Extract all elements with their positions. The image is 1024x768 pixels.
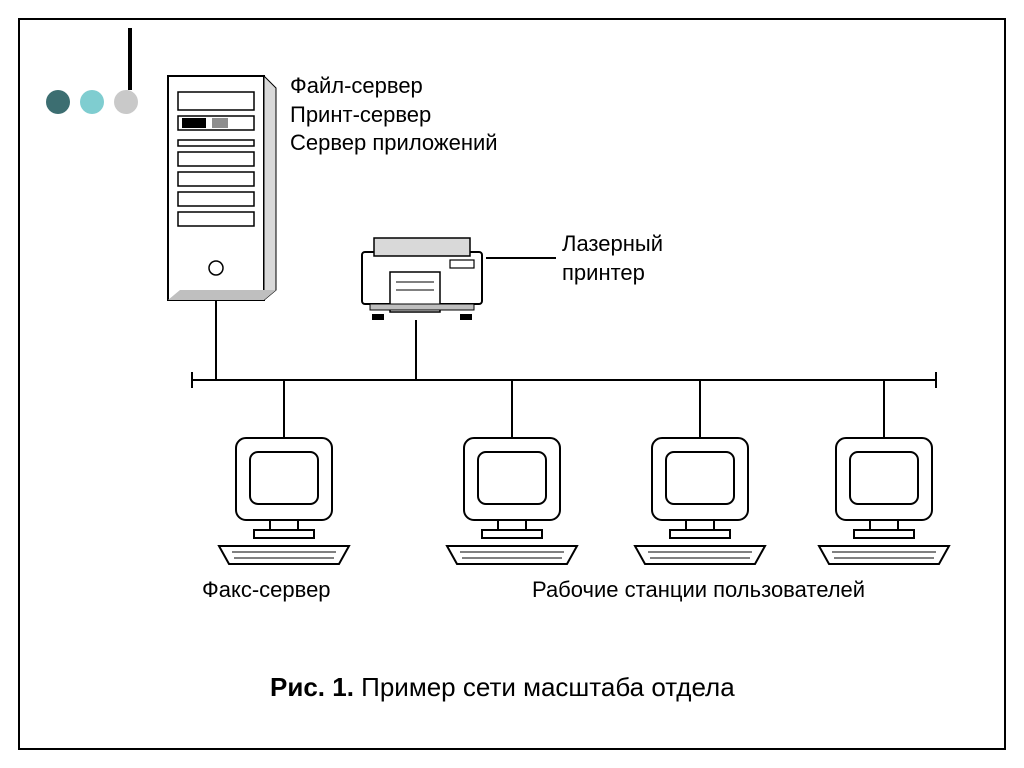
figure-caption: Рис. 1. Пример сети масштаба отдела bbox=[270, 672, 735, 703]
server-label: Файл-сервер Принт-сервер Сервер приложен… bbox=[290, 72, 498, 158]
server-label-line: Файл-сервер bbox=[290, 72, 498, 101]
diagram-stage: Файл-сервер Принт-сервер Сервер приложен… bbox=[0, 0, 1024, 768]
network-svg bbox=[0, 0, 1024, 768]
workstation-icon bbox=[219, 438, 949, 564]
printer-icon bbox=[362, 238, 482, 320]
printer-label: Лазерный принтер bbox=[562, 230, 663, 287]
server-label-line: Принт-сервер bbox=[290, 101, 498, 130]
server-label-line: Сервер приложений bbox=[290, 129, 498, 158]
printer-label-line: принтер bbox=[562, 259, 663, 288]
server-icon bbox=[168, 76, 276, 300]
workstations-label: Рабочие станции пользователей bbox=[532, 576, 865, 605]
figure-text: Пример сети масштаба отдела bbox=[361, 672, 735, 702]
printer-label-line: Лазерный bbox=[562, 230, 663, 259]
fax-label: Факс-сервер bbox=[202, 576, 331, 605]
figure-ref: Рис. 1. bbox=[270, 672, 354, 702]
